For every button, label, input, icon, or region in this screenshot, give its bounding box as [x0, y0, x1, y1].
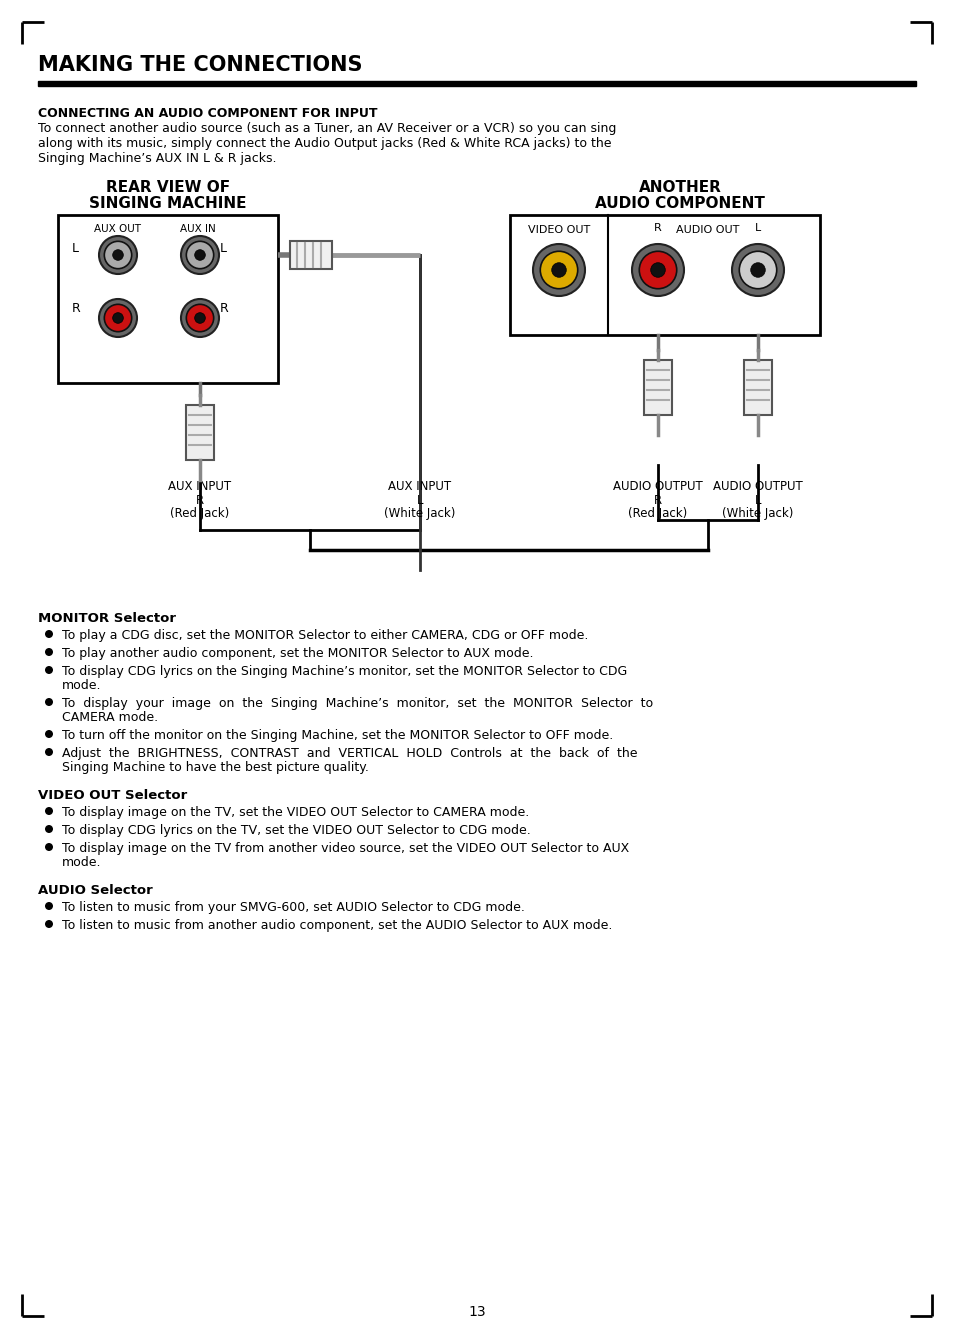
- Circle shape: [194, 313, 205, 324]
- Circle shape: [112, 313, 123, 324]
- Text: VIDEO OUT: VIDEO OUT: [527, 225, 590, 235]
- Bar: [58, 215, 277, 383]
- Text: 13: 13: [468, 1305, 485, 1319]
- Text: To display image on the TV, set the VIDEO OUT Selector to CAMERA mode.: To display image on the TV, set the VIDE…: [62, 805, 529, 819]
- Text: L: L: [416, 494, 423, 507]
- Text: (Red Jack): (Red Jack): [171, 507, 230, 520]
- Text: (Red Jack): (Red Jack): [628, 507, 687, 520]
- Text: To play a CDG disc, set the MONITOR Selector to either CAMERA, CDG or OFF mode.: To play a CDG disc, set the MONITOR Sele…: [62, 629, 588, 642]
- Circle shape: [104, 241, 132, 269]
- Text: mode.: mode.: [62, 856, 101, 868]
- Text: To display CDG lyrics on the Singing Machine’s monitor, set the MONITOR Selector: To display CDG lyrics on the Singing Mac…: [62, 665, 626, 678]
- Text: To  display  your  image  on  the  Singing  Machine’s  monitor,  set  the  MONIT: To display your image on the Singing Mac…: [62, 697, 653, 710]
- Bar: [743, 360, 771, 415]
- Text: To connect another audio source (such as a Tuner, an AV Receiver or a VCR) so yo: To connect another audio source (such as…: [38, 122, 616, 135]
- Text: R: R: [654, 223, 661, 233]
- Text: L: L: [754, 494, 760, 507]
- Text: along with its music, simply connect the Audio Output jacks (Red & White RCA jac: along with its music, simply connect the…: [38, 136, 611, 150]
- Text: To play another audio component, set the MONITOR Selector to AUX mode.: To play another audio component, set the…: [62, 648, 533, 660]
- Text: REAR VIEW OF: REAR VIEW OF: [106, 181, 230, 195]
- Circle shape: [750, 262, 764, 277]
- Circle shape: [539, 252, 578, 289]
- Text: MONITOR Selector: MONITOR Selector: [38, 611, 175, 625]
- Circle shape: [45, 666, 53, 674]
- Circle shape: [181, 235, 219, 274]
- Text: (White Jack): (White Jack): [384, 507, 456, 520]
- Text: AUDIO OUT: AUDIO OUT: [676, 225, 739, 235]
- Circle shape: [45, 748, 53, 756]
- Text: ANOTHER: ANOTHER: [638, 181, 720, 195]
- Text: Singing Machine to have the best picture quality.: Singing Machine to have the best picture…: [62, 761, 369, 773]
- Text: SINGING MACHINE: SINGING MACHINE: [90, 195, 247, 211]
- Text: AUX INPUT: AUX INPUT: [388, 480, 451, 492]
- Text: R: R: [71, 302, 81, 314]
- Text: To listen to music from another audio component, set the AUDIO Selector to AUX m: To listen to music from another audio co…: [62, 919, 612, 933]
- Circle shape: [45, 648, 53, 656]
- Circle shape: [551, 262, 566, 277]
- Text: L: L: [71, 242, 79, 256]
- Bar: [510, 215, 820, 334]
- Circle shape: [631, 244, 683, 296]
- Circle shape: [104, 304, 132, 332]
- Text: AUDIO OUTPUT: AUDIO OUTPUT: [713, 480, 802, 492]
- Text: (White Jack): (White Jack): [721, 507, 793, 520]
- Text: L: L: [220, 242, 227, 256]
- Circle shape: [99, 235, 137, 274]
- Circle shape: [650, 262, 664, 277]
- Circle shape: [186, 241, 213, 269]
- Text: AUDIO COMPONENT: AUDIO COMPONENT: [595, 195, 764, 211]
- Bar: [186, 405, 213, 460]
- Bar: [643, 360, 671, 415]
- Text: VIDEO OUT Selector: VIDEO OUT Selector: [38, 789, 187, 801]
- Circle shape: [186, 304, 213, 332]
- Circle shape: [99, 298, 137, 337]
- Circle shape: [194, 250, 205, 261]
- Text: R: R: [195, 494, 204, 507]
- Circle shape: [112, 250, 123, 261]
- Text: mode.: mode.: [62, 678, 101, 692]
- Text: To listen to music from your SMVG-600, set AUDIO Selector to CDG mode.: To listen to music from your SMVG-600, s…: [62, 900, 524, 914]
- Text: AUDIO OUTPUT: AUDIO OUTPUT: [613, 480, 702, 492]
- Text: To turn off the monitor on the Singing Machine, set the MONITOR Selector to OFF : To turn off the monitor on the Singing M…: [62, 729, 613, 743]
- Text: R: R: [220, 302, 229, 314]
- Circle shape: [45, 921, 53, 929]
- Bar: [290, 241, 332, 269]
- Circle shape: [45, 902, 53, 910]
- Text: To display image on the TV from another video source, set the VIDEO OUT Selector: To display image on the TV from another …: [62, 842, 629, 855]
- Circle shape: [639, 252, 676, 289]
- Circle shape: [45, 698, 53, 706]
- Circle shape: [181, 298, 219, 337]
- Circle shape: [45, 843, 53, 851]
- Text: CONNECTING AN AUDIO COMPONENT FOR INPUT: CONNECTING AN AUDIO COMPONENT FOR INPUT: [38, 107, 377, 120]
- Circle shape: [45, 826, 53, 834]
- Circle shape: [533, 244, 584, 296]
- Circle shape: [731, 244, 783, 296]
- Circle shape: [45, 731, 53, 739]
- Bar: [38, 82, 915, 86]
- Text: Adjust  the  BRIGHTNESS,  CONTRAST  and  VERTICAL  HOLD  Controls  at  the  back: Adjust the BRIGHTNESS, CONTRAST and VERT…: [62, 747, 637, 760]
- Text: L: L: [754, 223, 760, 233]
- Text: MAKING THE CONNECTIONS: MAKING THE CONNECTIONS: [38, 55, 362, 75]
- Text: To display CDG lyrics on the TV, set the VIDEO OUT Selector to CDG mode.: To display CDG lyrics on the TV, set the…: [62, 824, 530, 838]
- Text: Singing Machine’s AUX IN L & R jacks.: Singing Machine’s AUX IN L & R jacks.: [38, 153, 276, 165]
- Circle shape: [45, 807, 53, 815]
- Text: AUX INPUT: AUX INPUT: [169, 480, 232, 492]
- Text: CAMERA mode.: CAMERA mode.: [62, 710, 158, 724]
- Circle shape: [739, 252, 776, 289]
- Text: AUX OUT: AUX OUT: [94, 223, 141, 234]
- Text: R: R: [653, 494, 661, 507]
- Text: AUDIO Selector: AUDIO Selector: [38, 884, 152, 896]
- Circle shape: [45, 630, 53, 638]
- Text: AUX IN: AUX IN: [180, 223, 215, 234]
